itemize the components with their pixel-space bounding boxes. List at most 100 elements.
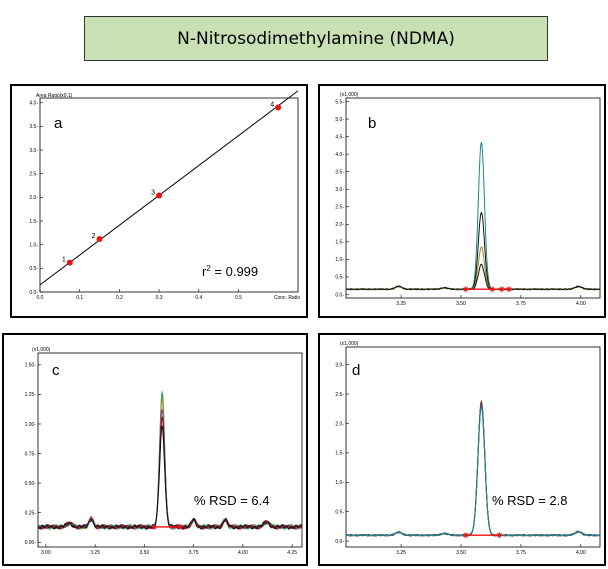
y-tick-label: 5.5-: [335, 99, 344, 105]
point-label: 4: [270, 101, 274, 108]
y-tick-label: 1.5-: [29, 219, 38, 225]
integration-marker: [462, 532, 469, 539]
plot-frame: [345, 346, 601, 548]
chromatogram-c: 0.00- 0.25- 0.50- 0.75- 1.00- 1.25- 1.50- 3.00 3…: [25, 347, 303, 556]
chromatogram-trace: [37, 397, 303, 530]
data-point: [156, 192, 163, 199]
chromatogram-b-panel: 0.0- 0.5- 1.0- 1.5- 2.0- 2.5- 3.0- 3.5- 4.0- 4.5-…: [318, 84, 606, 318]
plot-frame: [345, 97, 601, 299]
chromatogram-trace: [37, 392, 303, 530]
chromatogram-trace: [345, 211, 601, 291]
x-tick-label: 4.00: [576, 301, 586, 307]
y-tick-label: 5.0-: [335, 117, 344, 123]
y-tick-label: 0.0-: [29, 290, 38, 296]
chromatogram-trace: [345, 403, 601, 537]
chromatogram-b: 0.0- 0.5- 1.0- 1.5- 2.0- 2.5- 3.0- 3.5- 4.0- 4.5-…: [335, 92, 601, 307]
x-tick-label: 0.4: [195, 295, 202, 301]
panel-letter: a: [54, 115, 63, 132]
x-tick-label: 0.2: [116, 295, 123, 301]
y-tick-label: 2.5-: [29, 172, 38, 178]
y-tick-label: 4.0-: [29, 101, 38, 107]
rsd-annotation: % RSD = 6.4: [194, 493, 270, 508]
y-tick-label: 2.0-: [29, 195, 38, 201]
r-squared-annotation: r2 = 0.999: [202, 264, 258, 279]
r-value: = 0.999: [211, 264, 258, 279]
rsd-annotation: % RSD = 2.8: [492, 493, 568, 508]
plot-frame: [39, 97, 299, 293]
r-symbol: r: [202, 264, 207, 279]
x-tick-label: 3.75: [516, 550, 526, 556]
y-tick-label: 0.5-: [335, 275, 344, 281]
y-tick-label: 0.00-: [25, 540, 37, 546]
chromatogram-trace: [37, 416, 303, 530]
chromatogram-d: 0.0- 0.5- 1.0- 1.5- 2.0- 2.5- 3.0- 3.25 3.50 3.75…: [335, 341, 601, 556]
x-tick-label: 3.50: [456, 550, 466, 556]
y-tick-label: 1.5-: [335, 240, 344, 246]
y-tick-label: 2.0-: [335, 421, 344, 427]
y-tick-label: 0.75-: [25, 451, 37, 457]
chromatogram-trace: [37, 425, 303, 530]
x-tick-label: 3.75: [189, 550, 199, 556]
chromatogram-d-panel: 0.0- 0.5- 1.0- 1.5- 2.0- 2.5- 3.0- 3.25 3.50 3.75…: [318, 333, 606, 566]
x-tick-label: 4.00: [576, 550, 586, 556]
axis-multiplier: (x1,000): [340, 341, 359, 347]
chromatogram-trace: [345, 405, 601, 537]
point-label: 2: [92, 233, 96, 240]
y-tick-label: 3.0-: [29, 148, 38, 154]
integration-marker: [462, 286, 469, 293]
y-tick-label: 0.0-: [335, 539, 344, 545]
panel-letter: d: [352, 362, 360, 379]
y-tick-label: 3.0-: [335, 362, 344, 368]
chromatogram-trace: [345, 402, 601, 537]
x-tick-label: 3.25: [396, 301, 406, 307]
y-tick-label: 1.00-: [25, 422, 37, 428]
y-tick-label: 1.0-: [335, 257, 344, 263]
x-tick-label: 4.25: [287, 550, 297, 556]
data-point: [66, 259, 73, 266]
panel-letter: b: [368, 115, 376, 132]
data-point: [96, 236, 103, 243]
x-tick-label: 3.25: [396, 550, 406, 556]
y-tick-label: 1.0-: [335, 480, 344, 486]
calibration-chart-panel: 0.0- 0.5- 1.0- 1.5- 2.0- 2.5- 3.0- 3.5- 4.0- 0.0 0…: [10, 84, 308, 318]
superscript: 2: [206, 264, 211, 273]
y-tick-label: 0.25-: [25, 510, 37, 516]
y-tick-label: 2.5-: [335, 392, 344, 398]
point-label: 3: [151, 189, 155, 196]
chromatogram-trace: [37, 390, 303, 530]
y-tick-label: 3.5-: [335, 169, 344, 175]
y-tick-label: 1.25-: [25, 392, 37, 398]
calibration-chart: 0.0- 0.5- 1.0- 1.5- 2.0- 2.5- 3.0- 3.5- 4.0- 0.0 0…: [29, 90, 300, 301]
x-tick-label: 3.50: [140, 550, 150, 556]
x-tick-label: 0.0: [37, 295, 44, 301]
x-tick-label: 4.00: [238, 550, 248, 556]
x-tick-label: 3.25: [90, 550, 100, 556]
axis-multiplier: (x1,000): [340, 92, 359, 98]
fit-line: [39, 90, 299, 286]
y-tick-label: 1.0-: [29, 242, 38, 248]
y-tick-label: 4.5-: [335, 134, 344, 140]
x-tick-label: 0.1: [76, 295, 83, 301]
x-tick-label: 0.5: [235, 295, 242, 301]
y-tick-label: 0.50-: [25, 481, 37, 487]
data-point: [275, 104, 282, 111]
x-tick-label: 3.50: [456, 301, 466, 307]
chromatogram-c-panel: 0.00- 0.25- 0.50- 0.75- 1.00- 1.25- 1.50- 3.00 3…: [2, 333, 308, 566]
x-axis-label: Conc. Ratio: [274, 295, 300, 301]
y-axis-label: Area Ratio(x0.1): [36, 93, 73, 99]
axis-multiplier: (x1,000): [32, 347, 51, 353]
y-tick-label: 4.0-: [335, 152, 344, 158]
chromatogram-trace: [345, 142, 601, 291]
y-tick-label: 3.0-: [335, 187, 344, 193]
y-tick-label: 0.0-: [335, 292, 344, 298]
x-tick-label: 3.00: [41, 550, 51, 556]
chromatogram-trace: [345, 246, 601, 291]
page-title: N-Nitrosodimethylamine (NDMA): [84, 16, 548, 61]
plot-frame: [37, 352, 303, 548]
panel-letter: c: [52, 362, 60, 379]
y-tick-label: 1.5-: [335, 451, 344, 457]
x-tick-label: 3.75: [516, 301, 526, 307]
chromatogram-trace: [345, 399, 601, 537]
chromatogram-trace: [345, 403, 601, 537]
y-tick-label: 2.5-: [335, 205, 344, 211]
